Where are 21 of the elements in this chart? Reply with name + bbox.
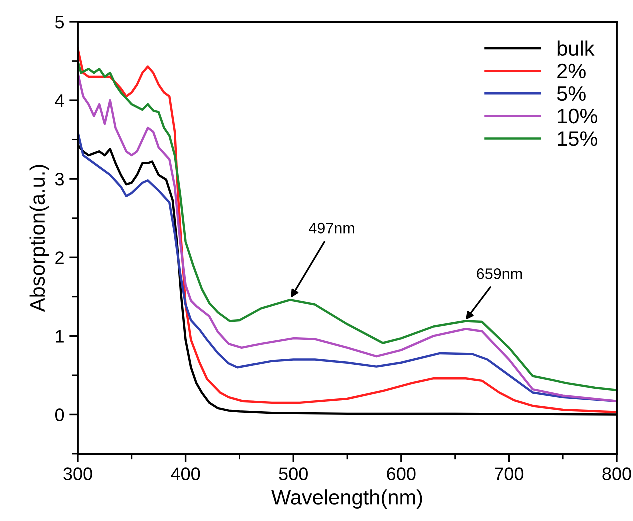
legend-label: 2% <box>558 64 586 79</box>
legend-label: bulk <box>558 40 595 56</box>
x-tick-label: 600 <box>387 468 416 480</box>
y-tick-label: 2 <box>56 252 64 264</box>
legend-label: 15% <box>558 132 598 146</box>
y-tick-label: 5 <box>55 16 64 29</box>
x-axis-title: Wavelength(nm) <box>272 490 422 509</box>
x-tick-label: 800 <box>602 468 632 480</box>
legend-label: 5% <box>557 86 586 102</box>
x-tick-label: 700 <box>495 468 524 480</box>
x-tick-label: 300 <box>64 468 92 480</box>
annotation: 659nm <box>477 268 522 280</box>
annotation: 497nm <box>309 222 354 234</box>
x-tick-label: 500 <box>279 468 308 480</box>
y-tick-label: 1 <box>56 330 64 343</box>
y-tick-label: 4 <box>55 94 64 108</box>
y-axis-title: Absorption(a.u.) <box>30 165 50 312</box>
y-tick-label: 3 <box>55 173 64 186</box>
legend-label: 10% <box>558 108 598 124</box>
x-tick-label: 400 <box>171 468 200 480</box>
y-tick-label: 0 <box>55 408 64 422</box>
